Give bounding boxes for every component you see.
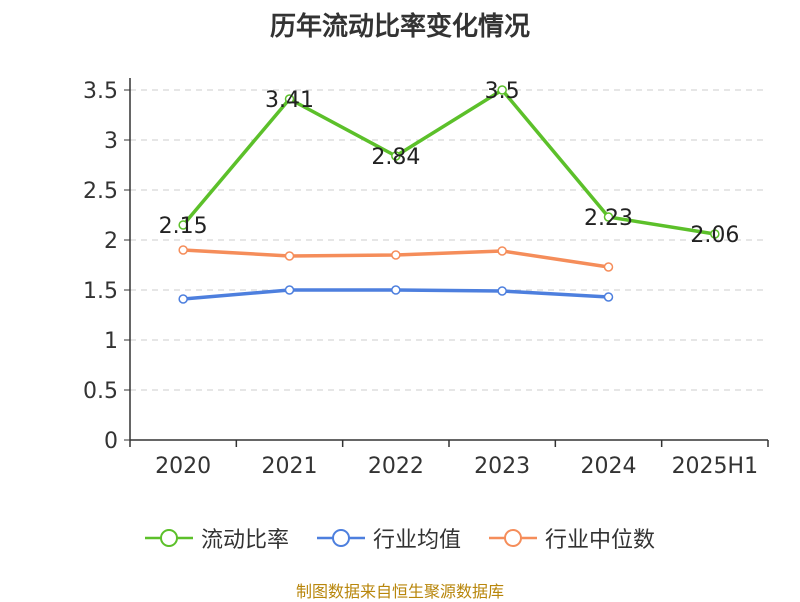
legend-swatch-marker <box>331 529 350 547</box>
y-tick-label: 3 <box>104 129 118 154</box>
legend-label: 行业均值 <box>372 528 461 553</box>
series-group <box>178 85 720 304</box>
x-tick-label: 2023 <box>474 454 530 479</box>
legend-label: 流动比率 <box>200 528 289 553</box>
data-label: 2.84 <box>371 145 420 170</box>
y-tick-label: 1 <box>104 329 118 354</box>
data-point <box>284 94 295 104</box>
legend-swatch <box>316 529 365 547</box>
data-label: 3.41 <box>265 88 314 113</box>
x-tick-label: 2020 <box>155 454 211 479</box>
legend-item[interactable]: 流动比率 <box>144 522 289 554</box>
data-point <box>391 285 401 295</box>
legend: 流动比率 行业均值 行业中位数 <box>0 518 800 558</box>
grid-lines <box>130 89 768 391</box>
y-tick-label: 0 <box>104 429 118 454</box>
data-point <box>391 151 401 161</box>
axes: 0 0.5 1 1.5 2 2.5 3 3.5 2020 2021 2022 2023 2024 2025… <box>83 78 769 479</box>
y-tick-label: 2.5 <box>83 179 118 204</box>
data-point <box>603 212 614 222</box>
series-line <box>181 88 716 236</box>
data-point <box>178 220 188 230</box>
data-label: 2.06 <box>690 223 739 248</box>
data-point <box>178 294 188 304</box>
data-point <box>603 292 614 302</box>
x-tick-label: 2021 <box>262 454 318 479</box>
chart-title: 历年流动比率变化情况 <box>269 12 530 42</box>
data-point <box>284 285 295 295</box>
data-point <box>603 262 614 272</box>
legend-label: 行业中位数 <box>545 528 656 553</box>
data-point <box>497 246 507 256</box>
data-point <box>497 286 507 296</box>
x-tick-label: 2022 <box>368 454 424 479</box>
data-labels: 2.15 3.41 2.84 3.5 2.23 2.06 <box>159 79 740 248</box>
x-tick-label: 2025H1 <box>672 454 759 479</box>
y-tick-label: 2 <box>104 229 118 254</box>
data-label: 2.15 <box>159 214 208 239</box>
legend-swatch <box>489 529 537 547</box>
data-point <box>178 245 188 255</box>
data-label: 3.5 <box>485 79 520 104</box>
y-tick-label: 3.5 <box>83 79 118 104</box>
legend-item[interactable]: 行业中位数 <box>489 522 655 554</box>
source-note: 制图数据来自恒生聚源数据库 <box>295 582 504 601</box>
legend-swatch-marker <box>504 529 522 547</box>
data-point <box>710 229 720 239</box>
data-point <box>497 85 507 95</box>
legend-swatch-marker <box>159 529 178 547</box>
data-label: 2.23 <box>584 206 633 231</box>
legend-swatch <box>144 529 193 547</box>
y-tick-label: 1.5 <box>83 279 118 304</box>
x-tick-label: 2024 <box>581 454 637 479</box>
data-point <box>284 251 295 261</box>
y-tick-label: 0.5 <box>83 379 118 404</box>
data-point <box>391 250 401 260</box>
legend-item[interactable]: 行业均值 <box>316 522 461 554</box>
